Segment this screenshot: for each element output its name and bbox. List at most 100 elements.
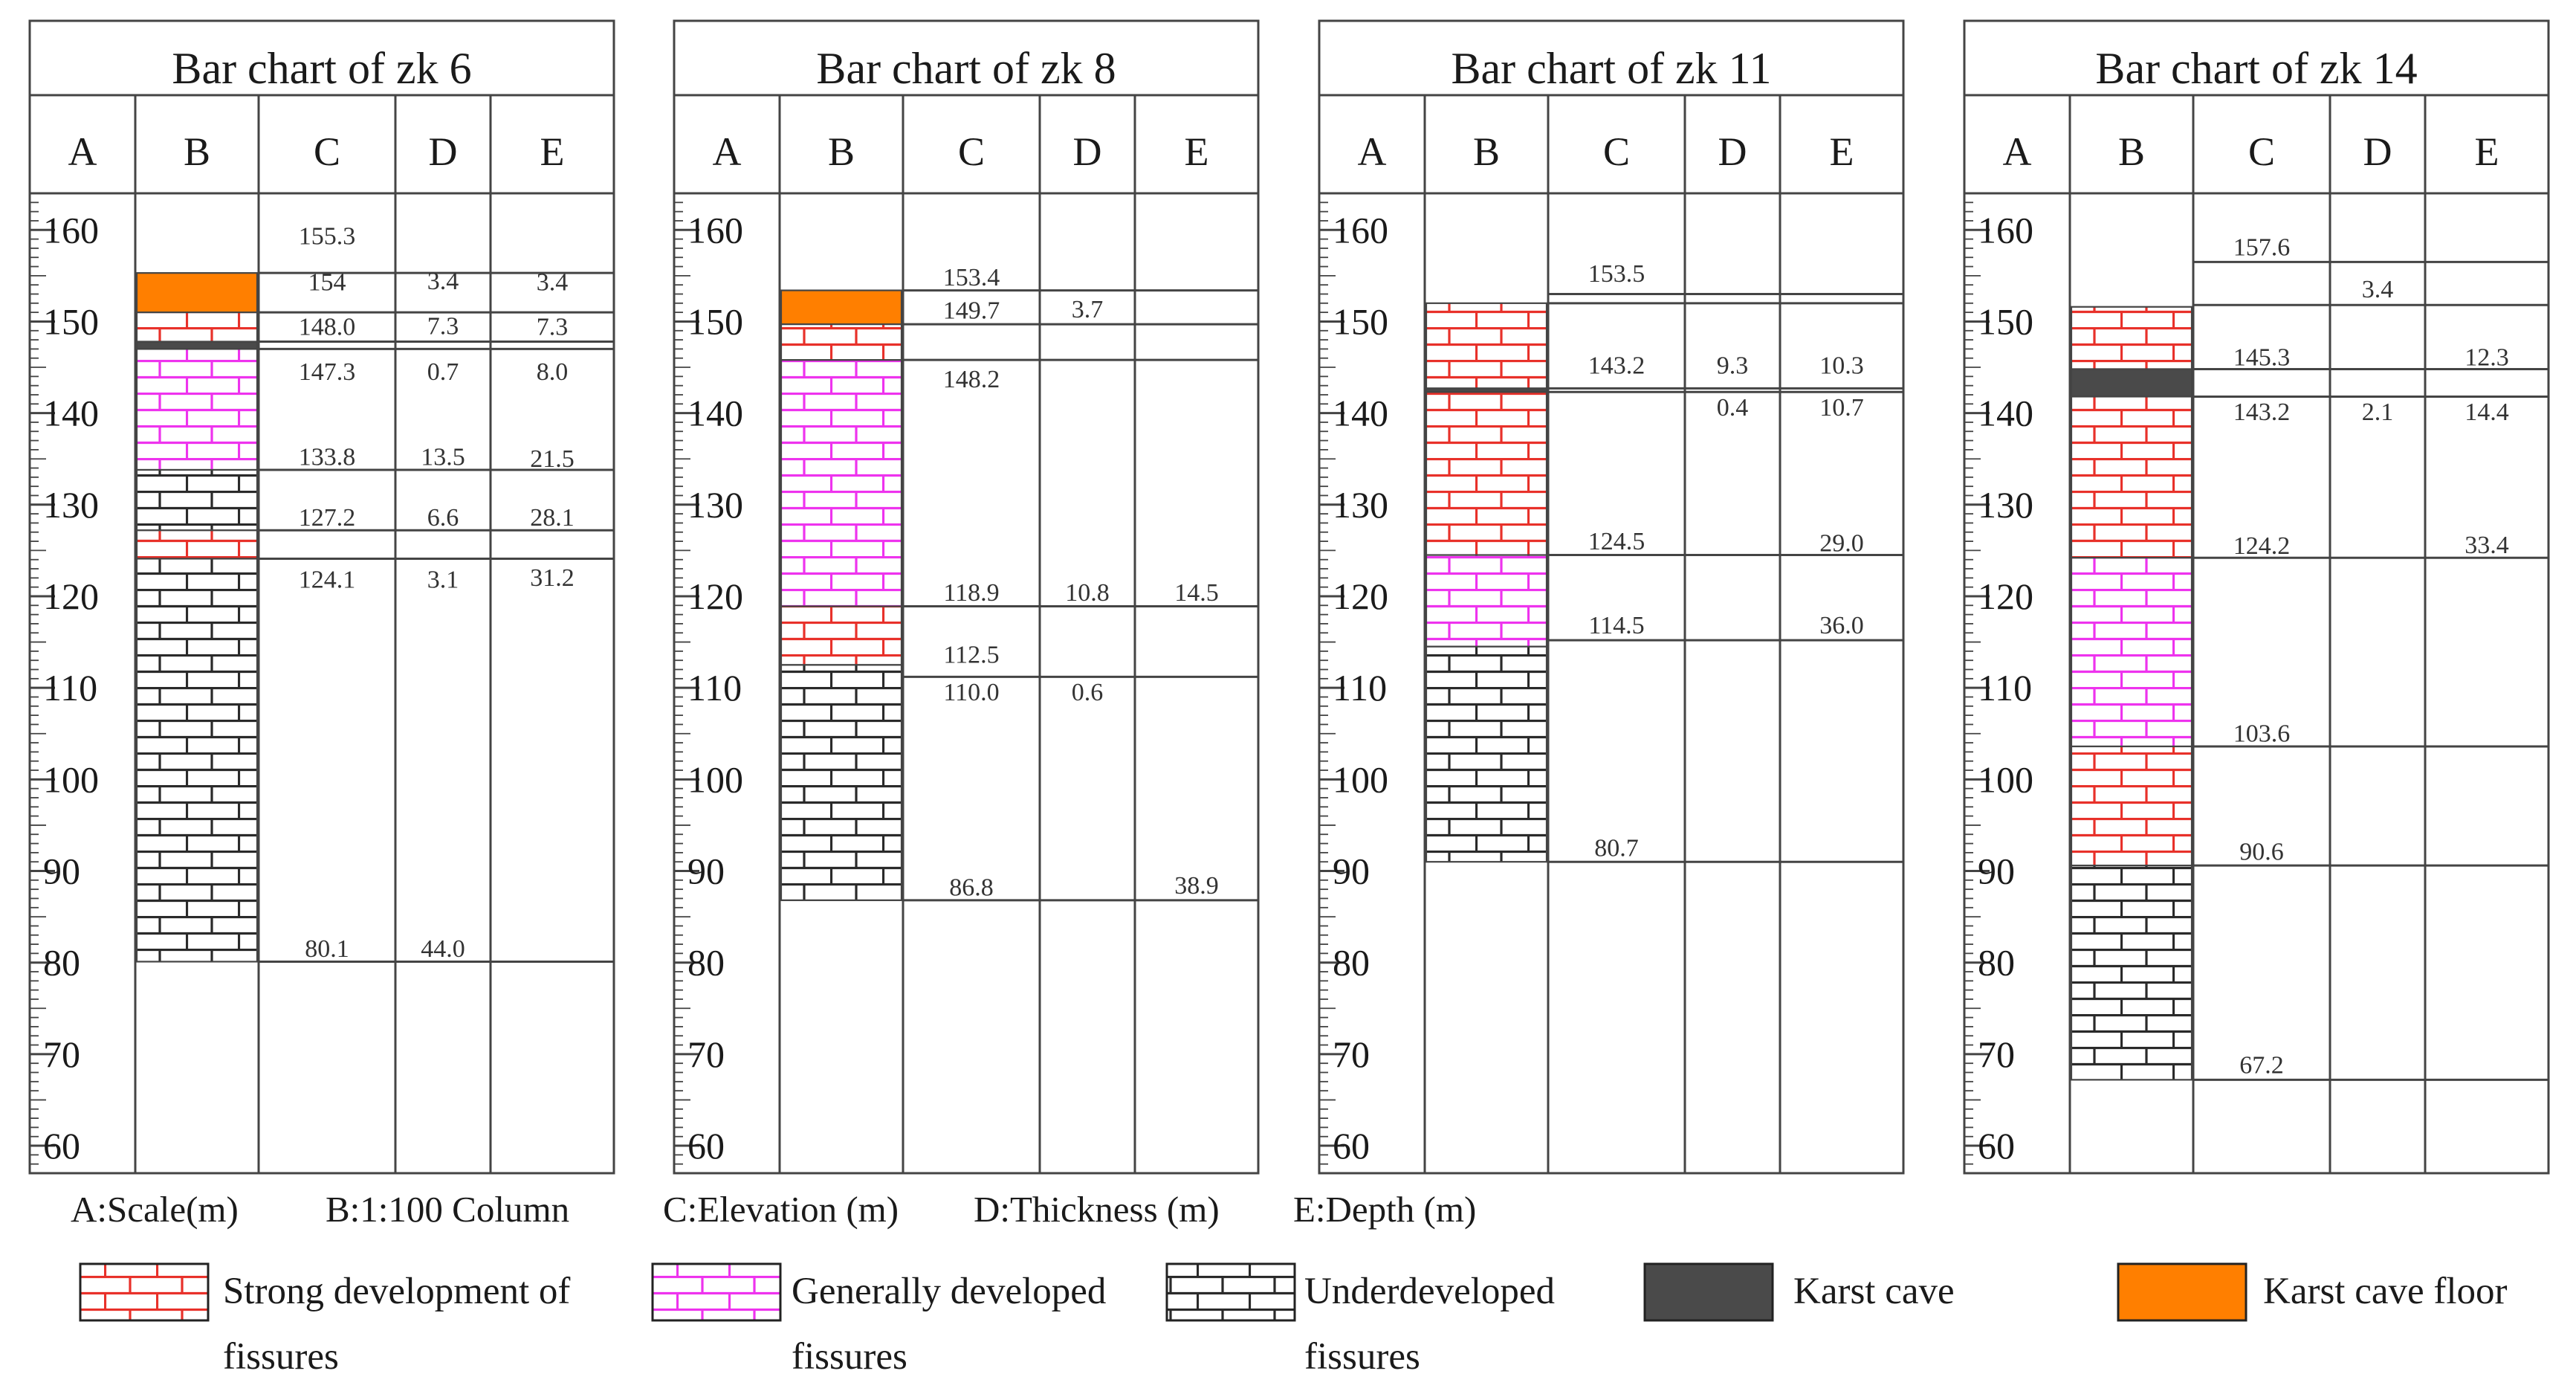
value-label: 33.4 <box>2465 532 2509 559</box>
scale-tick-label: 160 <box>43 209 99 251</box>
value-label: 0.4 <box>1717 394 1749 422</box>
scale-tick-label: 140 <box>1978 393 2033 434</box>
scale-tick-label: 90 <box>1333 851 1370 892</box>
value-label: 147.3 <box>299 358 356 386</box>
scale-tick-label: 100 <box>1978 758 2033 800</box>
value-label: 145.3 <box>2233 343 2291 371</box>
value-label: 12.3 <box>2465 343 2509 371</box>
column-header-e: E <box>1830 129 1854 174</box>
scale-tick-label: 110 <box>43 667 97 709</box>
scale-tick-label: 140 <box>1333 393 1388 434</box>
legend-swatch-cave <box>1643 1262 1774 1322</box>
value-label: 9.3 <box>1717 352 1749 379</box>
panel-title: Bar chart of zk 8 <box>816 44 1116 93</box>
column-note: C:Elevation (m) <box>663 1189 899 1230</box>
column-header-c: C <box>2248 129 2275 174</box>
scale-tick-label: 140 <box>687 393 743 434</box>
column-note: D:Thickness (m) <box>974 1189 1220 1230</box>
column-header-a: A <box>713 129 742 174</box>
column-header-a: A <box>68 129 97 174</box>
value-label: 80.7 <box>1594 834 1639 862</box>
scale-tick-label: 150 <box>43 300 99 342</box>
scale-tick-label: 90 <box>43 851 80 892</box>
layer-strong <box>780 605 903 666</box>
scale-tick-label: 150 <box>687 300 743 342</box>
panel-title: Bar chart of zk 6 <box>172 44 471 93</box>
value-label: 148.0 <box>299 314 356 341</box>
scale-tick-label: 70 <box>43 1033 80 1075</box>
column-header-a: A <box>2003 129 2032 174</box>
column-header-b: B <box>1473 129 1500 174</box>
value-label: 29.0 <box>1819 529 1864 557</box>
legend: Strong development of fissures Generally d… <box>79 1262 2508 1378</box>
scale-tick-label: 130 <box>1333 484 1388 526</box>
layer-cave <box>2070 368 2193 398</box>
borehole-panel: Bar chart of zk 11 A B C D E 160 150 140 130 120 11… <box>1318 19 1905 1175</box>
value-label: 157.6 <box>2233 233 2291 261</box>
column-header-d: D <box>1718 129 1747 174</box>
scale-tick-label: 140 <box>43 393 99 434</box>
column-note: A:Scale(m) <box>71 1189 239 1230</box>
column-header-a: A <box>1358 129 1387 174</box>
value-label: 10.7 <box>1819 394 1864 422</box>
value-label: 28.1 <box>530 504 575 532</box>
value-label: 155.3 <box>299 223 356 251</box>
borehole-panel: Bar chart of zk 6 A B C D E 160 150 140 130 120 110… <box>28 19 615 1175</box>
scale-tick-label: 120 <box>1978 575 2033 617</box>
layer-strong <box>1425 391 1548 556</box>
borehole-panels: Bar chart of zk 6 A B C D E 160 150 140 130 120 110… <box>28 19 2550 1175</box>
legend-label: Generally developed fissures <box>792 1271 1106 1378</box>
scale-tick-label: 80 <box>1978 942 2015 984</box>
scale-tick-label: 60 <box>1333 1125 1370 1166</box>
column-header-e: E <box>540 129 565 174</box>
column-header-d: D <box>1073 129 1102 174</box>
value-label: 114.5 <box>1588 612 1644 639</box>
layer-general <box>780 359 903 607</box>
scale-tick-label: 90 <box>687 851 725 892</box>
legend-swatch-under <box>1165 1262 1296 1322</box>
scale-tick-label: 110 <box>1333 667 1387 709</box>
layer-under <box>135 468 259 532</box>
layer-strong <box>780 323 903 361</box>
scale-tick-label: 150 <box>1333 300 1388 342</box>
value-label: 153.5 <box>1588 260 1645 288</box>
layer-strong <box>135 529 259 560</box>
scale-tick-label: 80 <box>43 942 80 984</box>
legend-swatch-cave_floor <box>2117 1262 2247 1322</box>
scale-tick-label: 130 <box>687 484 743 526</box>
value-label: 13.5 <box>421 444 465 471</box>
scale-tick-label: 160 <box>687 209 743 251</box>
value-label: 118.9 <box>943 579 999 607</box>
scale-tick-label: 110 <box>1978 667 2032 709</box>
scale-tick-label: 110 <box>687 667 742 709</box>
column-header-b: B <box>2118 129 2145 174</box>
value-label: 7.3 <box>537 314 569 341</box>
value-label: 7.3 <box>427 312 459 340</box>
legend-label: Karst cave floor <box>2263 1271 2508 1312</box>
value-label: 10.3 <box>1819 352 1864 379</box>
layer-general <box>135 348 259 471</box>
layer-under <box>135 558 259 963</box>
column-note: B:1:100 Column <box>326 1189 569 1230</box>
value-label: 21.5 <box>530 445 575 473</box>
value-label: 3.4 <box>427 268 459 295</box>
layer-general <box>1425 554 1548 648</box>
value-label: 124.2 <box>2233 532 2291 560</box>
column-header-b: B <box>184 129 210 174</box>
column-notes: A:Scale(m) B:1:100 Column C:Elevation (m) D… <box>71 1189 1476 1230</box>
scale-tick-label: 80 <box>1333 942 1370 984</box>
value-label: 127.2 <box>299 504 356 532</box>
value-label: 148.2 <box>943 366 1000 393</box>
scale-tick-label: 120 <box>1333 575 1388 617</box>
layer-cave_floor <box>780 289 903 326</box>
scale-tick-label: 100 <box>687 758 743 800</box>
value-label: 86.8 <box>949 874 994 901</box>
scale-tick-label: 120 <box>687 575 743 617</box>
scale-tick-label: 160 <box>1978 209 2033 251</box>
value-label: 154 <box>308 268 346 296</box>
value-label: 36.0 <box>1819 612 1864 639</box>
column-header-e: E <box>2475 129 2499 174</box>
value-label: 44.0 <box>421 935 465 963</box>
layer-under <box>1425 645 1548 863</box>
